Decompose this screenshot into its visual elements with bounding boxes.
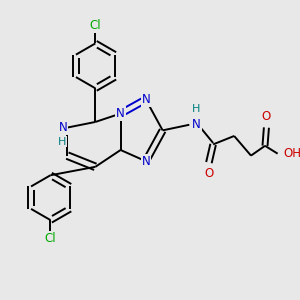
Text: OH: OH — [283, 147, 300, 160]
Text: N: N — [58, 121, 67, 134]
Text: H: H — [58, 136, 66, 147]
Text: N: N — [142, 155, 150, 168]
Text: Cl: Cl — [89, 19, 101, 32]
Text: O: O — [204, 167, 214, 180]
Text: H: H — [192, 104, 200, 114]
Text: N: N — [142, 93, 150, 106]
Text: O: O — [262, 110, 271, 123]
Text: N: N — [192, 118, 201, 131]
Text: Cl: Cl — [45, 232, 56, 245]
Text: N: N — [116, 107, 125, 120]
